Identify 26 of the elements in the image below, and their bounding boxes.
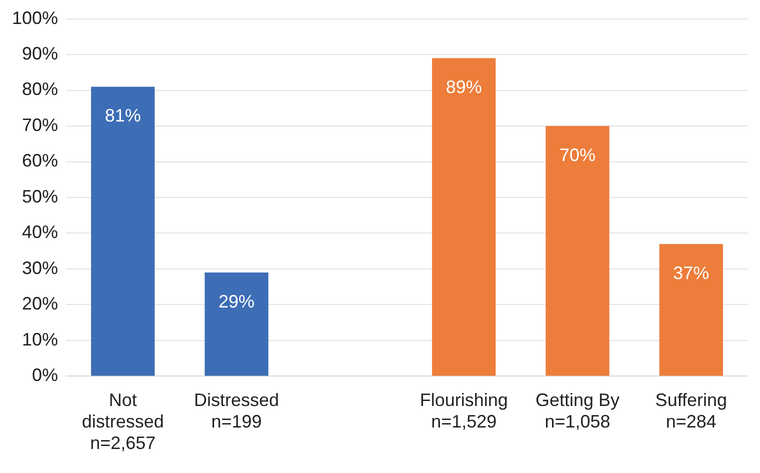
x-tick-label: Not distressed n=2,657 xyxy=(82,390,164,454)
data-label: 29% xyxy=(218,292,255,312)
y-tick-label: 30% xyxy=(22,258,58,278)
bar xyxy=(91,86,155,376)
data-label: 37% xyxy=(673,262,710,283)
y-tick-label: 20% xyxy=(22,294,58,314)
y-tick-label: 80% xyxy=(22,79,58,100)
y-tick-label: 0% xyxy=(32,365,58,386)
y-tick-label: 60% xyxy=(22,150,58,171)
data-label: 81% xyxy=(104,106,141,126)
data-label: 70% xyxy=(559,144,596,165)
y-tick-label: 50% xyxy=(22,186,58,206)
data-label: 89% xyxy=(446,77,482,98)
x-tick-label: Suffering n=284 xyxy=(655,390,728,432)
y-tick-label: 100% xyxy=(12,8,58,28)
y-tick-label: 90% xyxy=(22,44,58,64)
x-tick-label: Getting By n=1,058 xyxy=(535,390,620,432)
bar xyxy=(432,58,496,376)
x-tick-label: Distressed n=199 xyxy=(194,390,280,432)
bar xyxy=(204,272,268,376)
bar xyxy=(546,126,610,376)
y-tick-label: 70% xyxy=(22,114,58,135)
y-tick-label: 10% xyxy=(22,329,58,350)
bar xyxy=(659,244,723,376)
x-tick-label: Flourishing n=1,529 xyxy=(420,390,508,432)
y-tick-label: 40% xyxy=(22,222,58,242)
